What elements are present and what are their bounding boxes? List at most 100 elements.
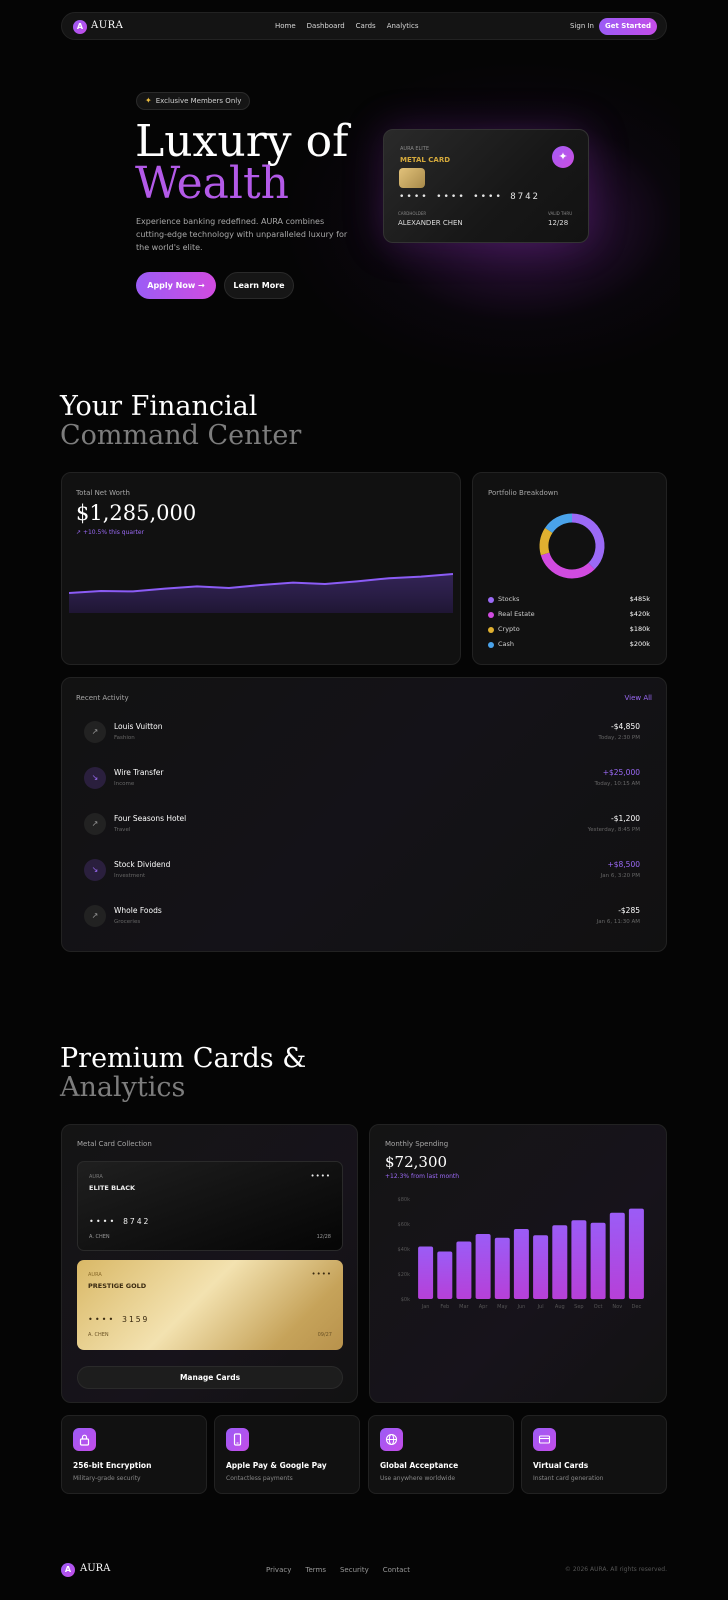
- legend-cash: Cash $200k: [488, 640, 650, 650]
- activity-category: Income: [114, 781, 135, 787]
- footer-link-privacy[interactable]: Privacy: [266, 1566, 292, 1574]
- bar-may[interactable]: [494, 1237, 510, 1299]
- nav-link-home[interactable]: Home: [275, 22, 296, 30]
- donut-slice-crypto: [539, 527, 553, 556]
- feature-title: Global Acceptance: [380, 1461, 459, 1470]
- x-tick-label: May: [497, 1304, 507, 1310]
- legend-dot: [488, 627, 494, 633]
- hero-title-line1: Luxury of: [135, 116, 349, 167]
- brand-name[interactable]: AURA: [91, 20, 124, 31]
- legend-dot: [488, 642, 494, 648]
- x-tick-label: Dec: [632, 1304, 642, 1310]
- hero-title-line2: Wealth: [135, 158, 289, 209]
- activity-row[interactable]: ↗ Whole Foods Groceries -$285 Jan 6, 11:…: [84, 902, 640, 930]
- activity-name: Four Seasons Hotel: [114, 814, 187, 823]
- x-tick-label: Apr: [479, 1304, 489, 1310]
- bar-apr[interactable]: [475, 1234, 491, 1299]
- activity-row[interactable]: ↗ Louis Vuitton Fashion -$4,850 Today, 2…: [84, 718, 640, 746]
- bar-feb[interactable]: [437, 1251, 453, 1300]
- learn-more-button[interactable]: Learn More: [224, 272, 294, 299]
- nav-link-cards[interactable]: Cards: [355, 22, 376, 30]
- x-tick-label: Jun: [516, 1304, 525, 1310]
- spending-value: $72,300: [385, 1153, 448, 1171]
- bar-aug[interactable]: [552, 1225, 568, 1300]
- arrow-right-icon: →: [198, 281, 205, 290]
- x-tick-label: Aug: [555, 1304, 565, 1310]
- logo-icon[interactable]: A: [73, 20, 87, 34]
- bar-jun[interactable]: [513, 1229, 529, 1299]
- legend-value: $420k: [629, 610, 650, 618]
- activity-name: Louis Vuitton: [114, 722, 163, 731]
- manage-cards-button[interactable]: Manage Cards: [77, 1366, 343, 1389]
- feature-global: Global Acceptance Use anywhere worldwide: [368, 1415, 514, 1494]
- activity-time: Today, 2:30 PM: [598, 735, 640, 741]
- card-brand: AURA: [88, 1272, 102, 1278]
- nav-link-analytics[interactable]: Analytics: [386, 22, 419, 30]
- elite-black-card[interactable]: AURA ELITE BLACK •••• •••• 8742 A. CHEN …: [77, 1161, 343, 1251]
- activity-row[interactable]: ↗ Four Seasons Hotel Travel -$1,200 Yest…: [84, 810, 640, 838]
- prestige-gold-card[interactable]: AURA PRESTIGE GOLD •••• •••• 3159 A. CHE…: [77, 1260, 343, 1350]
- bar-mar[interactable]: [456, 1241, 472, 1300]
- y-tick-label: $20k: [398, 1272, 411, 1278]
- legend-label: Cash: [498, 640, 515, 648]
- legend-value: $485k: [629, 595, 650, 603]
- activity-row[interactable]: ↘ Stock Dividend Investment +$8,500 Jan …: [84, 856, 640, 884]
- legend-stocks: Stocks $485k: [488, 595, 650, 605]
- bar-sep[interactable]: [571, 1220, 587, 1300]
- feature-desc: Military-grade security: [73, 1475, 141, 1482]
- valid-thru-date: 12/28: [548, 219, 569, 227]
- feature-mobile-pay: Apple Pay & Google Pay Contactless payme…: [214, 1415, 360, 1494]
- footer-brand[interactable]: AURA: [80, 1563, 111, 1574]
- x-tick-label: Oct: [594, 1304, 603, 1310]
- card-name: ELITE BLACK: [89, 1184, 136, 1192]
- view-all-link[interactable]: View All: [624, 694, 652, 702]
- feature-desc: Instant card generation: [533, 1475, 604, 1482]
- logo-icon[interactable]: A: [61, 1563, 75, 1577]
- monthly-spending-panel: Monthly Spending $72,300 +12.3% from las…: [369, 1124, 667, 1403]
- nav-links: Home Dashboard Cards Analytics: [275, 22, 418, 30]
- footer-link-security[interactable]: Security: [339, 1566, 369, 1574]
- bar-oct[interactable]: [590, 1222, 606, 1300]
- section-title-line1: Your Financial: [60, 391, 258, 422]
- sparkle-icon: ✦: [145, 96, 152, 105]
- bar-dec[interactable]: [628, 1208, 644, 1299]
- card-expiry: 09/27: [317, 1332, 332, 1338]
- cardholder-name: ALEXANDER CHEN: [398, 219, 463, 227]
- premium-title-line1: Premium Cards &: [60, 1043, 307, 1074]
- net-worth-area: [69, 574, 453, 613]
- arrow-up-right-icon: ↗: [84, 905, 106, 927]
- bar-jul[interactable]: [533, 1235, 549, 1299]
- activity-amount: +$25,000: [602, 768, 640, 777]
- hero-metal-card[interactable]: AURA ELITE METAL CARD ✦ •••• •••• •••• 8…: [383, 129, 589, 243]
- footer-link-contact[interactable]: Contact: [382, 1566, 410, 1574]
- activity-row[interactable]: ↘ Wire Transfer Income +$25,000 Today, 1…: [84, 764, 640, 792]
- get-started-button[interactable]: Get Started: [599, 18, 657, 35]
- hero-subtitle: Experience banking redefined. AURA combi…: [136, 217, 348, 252]
- recent-activity-label: Recent Activity: [76, 694, 129, 702]
- activity-category: Travel: [114, 827, 131, 833]
- legend-label: Stocks: [498, 595, 520, 603]
- portfolio-donut-chart: [539, 513, 605, 579]
- feature-title: Virtual Cards: [533, 1461, 589, 1470]
- legend-real-estate: Real Estate $420k: [488, 610, 650, 620]
- donut-slice-stocks: [571, 513, 605, 570]
- footer-link-terms[interactable]: Terms: [305, 1566, 326, 1574]
- card-brand: AURA: [89, 1174, 103, 1180]
- card-chip: [399, 168, 425, 188]
- activity-amount: -$1,200: [611, 814, 640, 823]
- legend-label: Real Estate: [498, 610, 535, 618]
- nav-link-dashboard[interactable]: Dashboard: [306, 22, 345, 30]
- card-number: •••• •••• •••• 8742: [399, 192, 540, 202]
- card-menu-icon[interactable]: ••••: [310, 1172, 331, 1180]
- activity-amount: +$8,500: [607, 860, 640, 869]
- bar-jan[interactable]: [418, 1246, 434, 1300]
- activity-time: Yesterday, 8:45 PM: [587, 827, 640, 833]
- sign-in-link[interactable]: Sign In: [570, 22, 594, 30]
- phone-icon: [226, 1428, 249, 1451]
- apply-now-button[interactable]: Apply Now →: [136, 272, 216, 299]
- bar-nov[interactable]: [609, 1212, 625, 1300]
- feature-virtual-cards: Virtual Cards Instant card generation: [521, 1415, 667, 1494]
- y-tick-label: $0k: [401, 1297, 410, 1303]
- donut-slice-real-estate: [540, 552, 595, 579]
- card-menu-icon[interactable]: ••••: [311, 1270, 332, 1278]
